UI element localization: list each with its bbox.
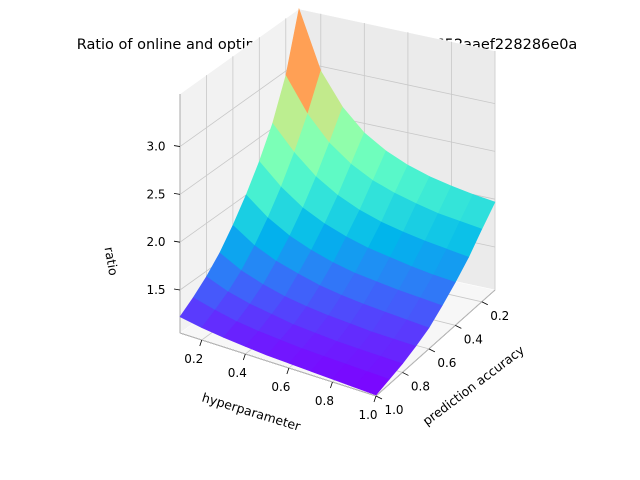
z-tick-label: 3.0 <box>146 140 165 154</box>
z-axis-label: ratio <box>102 246 122 277</box>
grid-line-x <box>375 51 496 397</box>
x-tick-label: 0.8 <box>315 394 334 408</box>
y-tick-label: 1.0 <box>384 403 403 417</box>
surface-plot <box>179 7 496 396</box>
x-tick-mark <box>286 367 290 375</box>
y-tick-mark <box>402 372 409 376</box>
z-tick-label: 2.0 <box>146 235 165 249</box>
y-tick-mark <box>455 324 462 329</box>
y-tick-mark <box>428 348 436 353</box>
x-tick-label: 0.6 <box>271 380 290 394</box>
y-tick-mark <box>375 395 383 400</box>
y-tick-label: 0.8 <box>411 379 430 393</box>
y-tick-label: 0.4 <box>464 332 483 346</box>
z-tick-label: 2.5 <box>146 187 165 201</box>
z-tick-label: 1.5 <box>146 283 165 297</box>
grid-line-y <box>179 94 377 397</box>
x-tick-mark <box>199 339 203 347</box>
x-tick-mark <box>373 395 377 403</box>
y-tick-label: 0.2 <box>490 309 509 323</box>
surface-patch <box>353 371 390 396</box>
z-tick-mark <box>173 240 181 243</box>
y-tick-label: 0.6 <box>437 356 456 370</box>
x-tick-label: 0.4 <box>228 366 247 380</box>
axis-ticks: 0.2 0.4 0.6 0.8 1.0 0.2 0.4 0.6 0.8 1.0 1.5 2.0 2.5 3… <box>146 140 509 422</box>
x-axis-label: hyperparameter <box>200 390 303 434</box>
x-tick-label: 0.2 <box>184 352 203 366</box>
z-tick-mark <box>173 192 181 195</box>
y-axis-label: prediction accuracy <box>420 342 528 428</box>
z-tick-mark <box>173 145 181 147</box>
x-tick-mark <box>242 353 246 361</box>
z-tick-mark <box>173 288 181 291</box>
x-tick-mark <box>330 381 333 389</box>
x-tick-label: 1.0 <box>358 408 377 422</box>
y-tick-mark <box>481 301 488 306</box>
